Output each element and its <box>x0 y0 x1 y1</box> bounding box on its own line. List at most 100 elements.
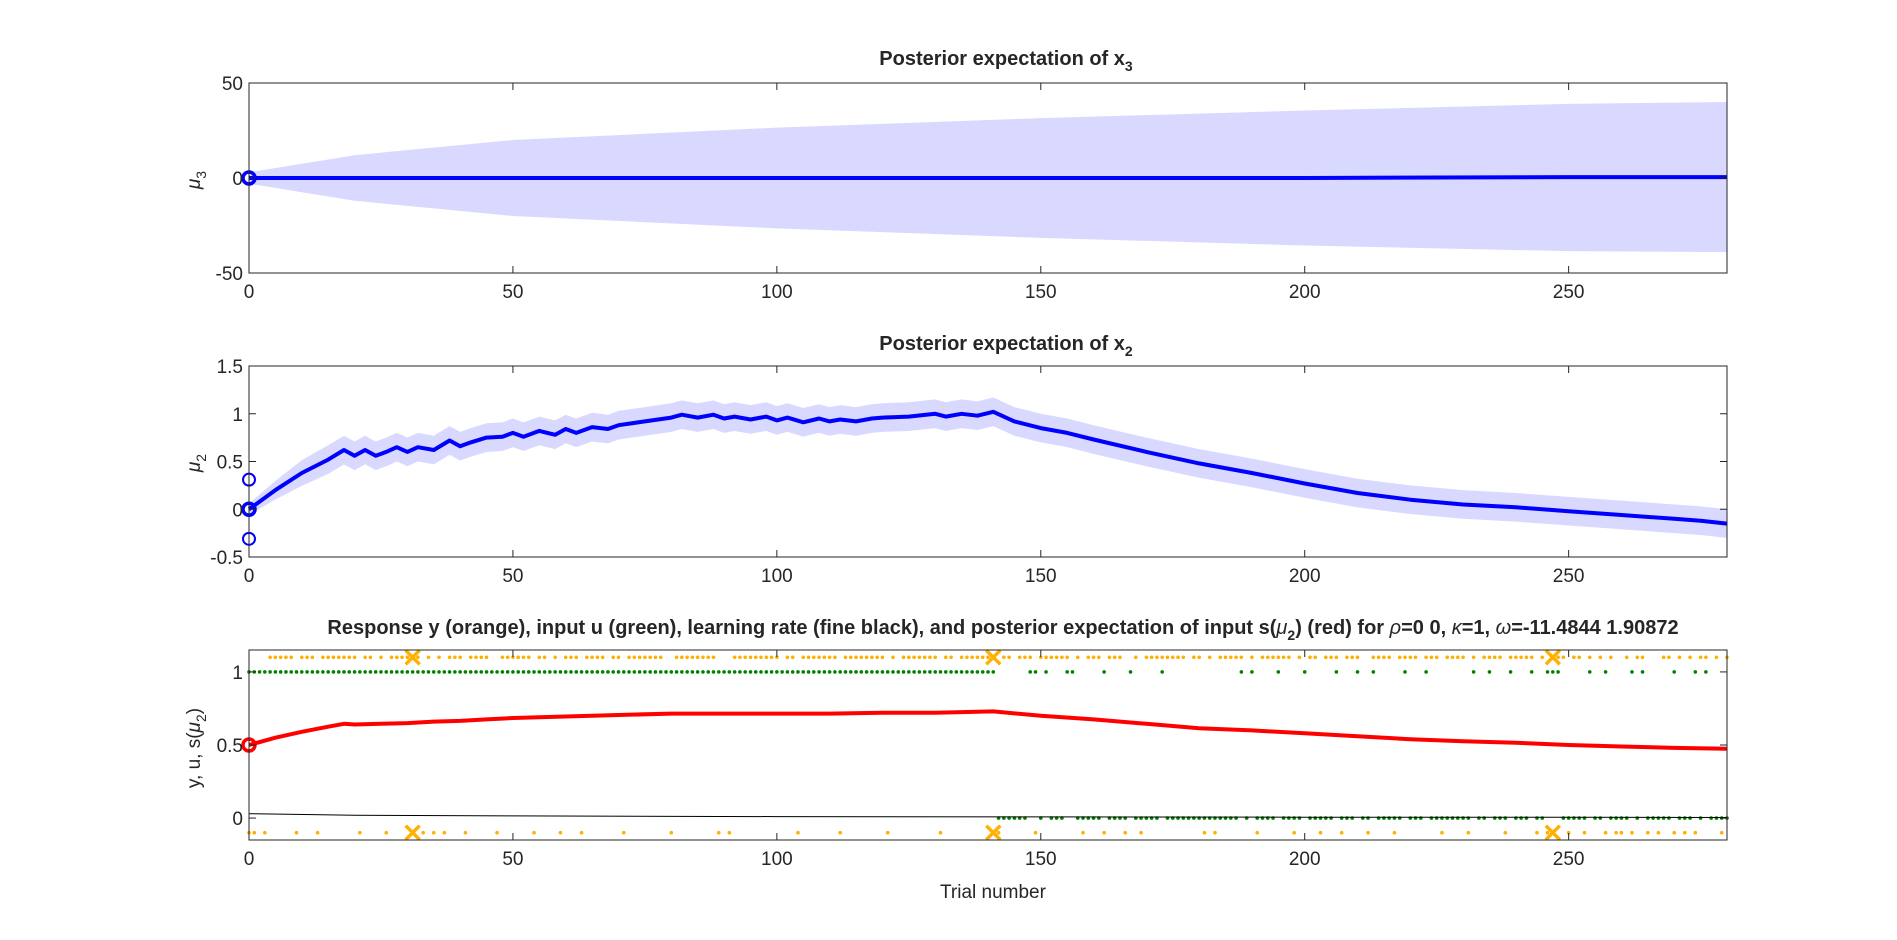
panel-response-xlabel: Trial number <box>940 882 1047 903</box>
response-y-dot <box>395 655 399 660</box>
input-u-dot <box>991 670 996 674</box>
x-tick-label: 200 <box>1289 566 1321 587</box>
response-y-dot <box>658 655 663 660</box>
input-u-dot <box>532 670 536 674</box>
response-y-dot <box>511 655 515 660</box>
response-y-dot <box>833 655 837 660</box>
input-u-dot <box>1682 816 1687 820</box>
response-y-dot <box>1455 655 1460 660</box>
response-y-dot <box>822 655 827 660</box>
response-y-dot <box>1440 830 1444 835</box>
missed-trial-x-marker <box>985 824 1002 841</box>
response-y-dot <box>917 655 922 660</box>
response-y-dot <box>1097 655 1101 660</box>
input-u-dot <box>268 670 272 674</box>
response-y-dot <box>885 830 890 835</box>
response-y-dot <box>1408 655 1413 660</box>
input-u-dot <box>1582 816 1587 820</box>
input-u-dot <box>1630 670 1634 674</box>
response-y-dot <box>854 655 858 660</box>
response-y-dot <box>711 655 716 660</box>
response-y-dot <box>574 655 579 660</box>
uncertainty-band <box>249 397 1727 538</box>
missed-trial-x-marker <box>1544 649 1562 666</box>
response-y-dot <box>965 655 969 660</box>
input-u-dot <box>912 670 916 674</box>
response-y-dot <box>1123 830 1128 835</box>
input-u-dot <box>299 670 304 674</box>
response-y-dot <box>870 655 874 660</box>
input-u-dot <box>933 670 938 674</box>
input-u-dot <box>685 670 689 674</box>
panel-response-ylabel: y, u, s(μ2) <box>184 708 209 788</box>
response-y-dot <box>299 655 304 660</box>
x-tick-label: 150 <box>1025 282 1057 303</box>
response-y-dot <box>637 655 642 660</box>
input-u-dot <box>1640 670 1645 674</box>
response-y-dot <box>880 655 885 660</box>
response-y-dot <box>1139 830 1143 835</box>
response-y-dot <box>648 655 652 660</box>
input-u-dot <box>1545 670 1550 674</box>
response-y-dot <box>1265 655 1270 660</box>
response-y-dot <box>1614 830 1618 835</box>
response-y-dot <box>278 655 283 660</box>
response-y-dot <box>585 655 589 660</box>
response-y-dot <box>468 655 473 660</box>
response-y-dot <box>1661 655 1666 660</box>
input-u-dot <box>368 670 373 674</box>
input-u-dot <box>954 670 959 674</box>
input-u-dot <box>278 670 283 674</box>
response-y-dot <box>1086 655 1091 660</box>
response-y-dot <box>738 655 742 660</box>
input-u-dot <box>289 670 294 674</box>
input-u-dot <box>358 670 362 674</box>
input-u-dot <box>1070 670 1075 674</box>
input-u-dot <box>421 670 425 674</box>
input-u-dot <box>790 670 795 674</box>
input-u-dot <box>1677 816 1682 820</box>
response-y-dot <box>1144 655 1149 660</box>
response-y-dot <box>970 655 974 660</box>
response-y-dot <box>1229 655 1233 660</box>
response-y-dot <box>1202 830 1207 835</box>
input-u-dot <box>384 670 389 674</box>
input-u-dot <box>1302 670 1307 674</box>
panel-response-plot-area: 0 50 100 150 200 250 0 0.5 1 <box>217 649 1729 870</box>
x-tick-label: 200 <box>1289 849 1321 870</box>
response-y-dot <box>1292 830 1296 835</box>
response-y-dot <box>959 655 964 660</box>
input-u-dot <box>643 670 647 674</box>
response-y-dot <box>1028 655 1033 660</box>
response-y-dot <box>1218 655 1223 660</box>
x-tick-label: 50 <box>502 566 523 587</box>
input-u-dot <box>1355 670 1360 674</box>
response-y-dot <box>336 655 341 660</box>
input-u-dot <box>468 670 473 674</box>
input-u-dot <box>796 670 800 674</box>
y-tick-label: -0.5 <box>210 548 243 569</box>
input-u-dot <box>511 670 515 674</box>
response-y-dot <box>389 655 394 660</box>
response-y-dot <box>980 655 985 660</box>
response-y-dot <box>1075 655 1080 660</box>
response-y-dot <box>437 655 441 660</box>
input-u-dot <box>959 670 964 674</box>
input-u-dot <box>843 670 848 674</box>
input-u-dot <box>980 670 985 674</box>
response-y-dot <box>479 655 484 660</box>
y-tick-label: 0 <box>232 169 243 190</box>
input-u-dot <box>859 670 864 674</box>
input-u-dot <box>1603 670 1608 674</box>
input-u-dot <box>722 670 726 674</box>
input-u-dot <box>711 670 716 674</box>
response-y-dot <box>1329 655 1333 660</box>
response-y-dot <box>579 830 584 835</box>
panel-mu2-plot-area: 0 50 100 150 200 250-0.500.511.5 <box>210 357 1728 587</box>
input-u-dot <box>1688 816 1692 820</box>
response-y-dot <box>1461 655 1465 660</box>
response-y-dot <box>268 655 272 660</box>
input-u-dot <box>405 670 410 674</box>
input-u-dot <box>1250 670 1254 674</box>
response-y-dot <box>1529 655 1534 660</box>
